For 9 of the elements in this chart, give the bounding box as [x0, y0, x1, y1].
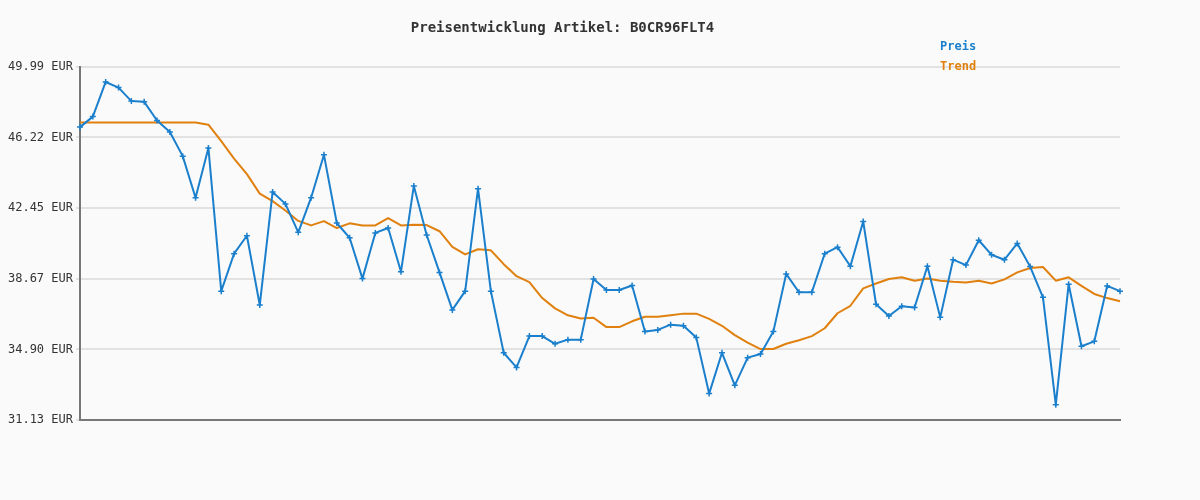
y-tick-label: 31.13 EUR — [7, 412, 74, 427]
y-tick-label: 38.67 EUR — [7, 270, 74, 285]
text: Preis — [940, 39, 977, 54]
text: Trend — [940, 59, 977, 74]
chart-title: Preisentwicklung Artikel: B0CR96FLT4 — [410, 19, 715, 36]
y-tick-label: 42.45 EUR — [7, 200, 74, 215]
y-tick-label: 49.99 EUR — [7, 58, 74, 73]
y-tick-label: 46.22 EUR — [7, 129, 74, 144]
y-tick-label: 34.90 EUR — [7, 341, 74, 356]
